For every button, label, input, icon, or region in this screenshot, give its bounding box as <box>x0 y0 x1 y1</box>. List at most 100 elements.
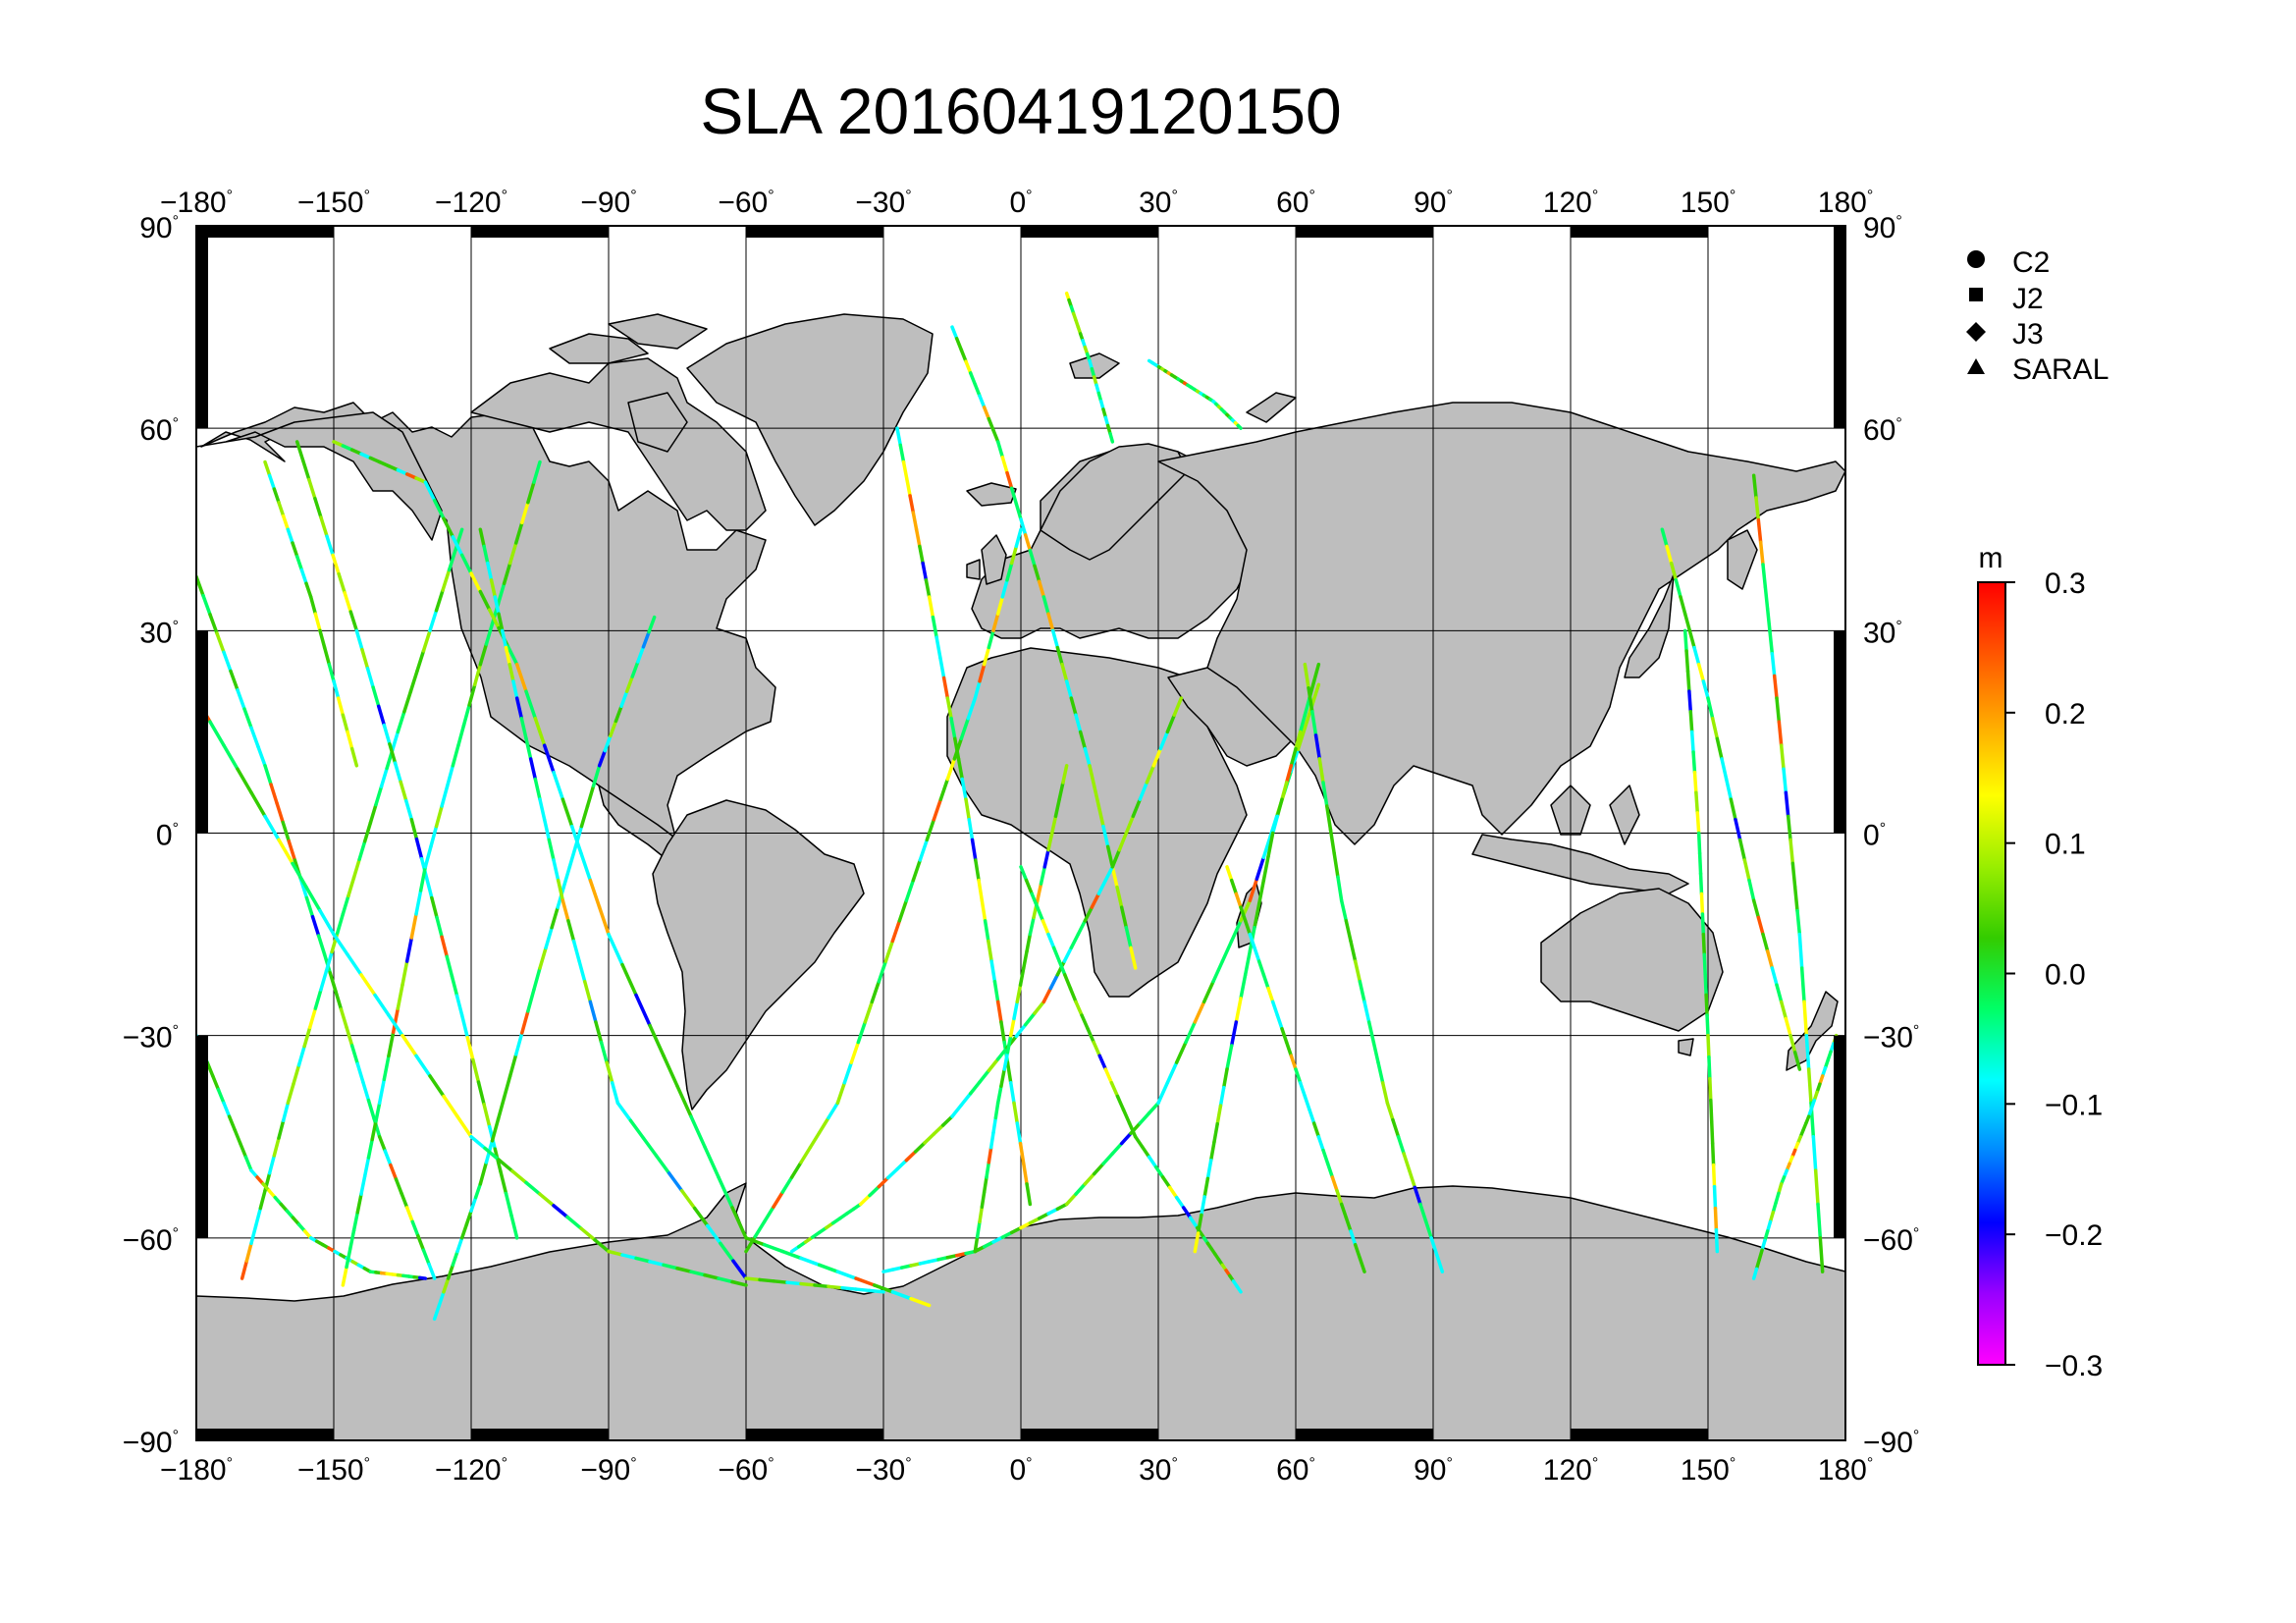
track-segment <box>1339 1202 1349 1219</box>
track-segment <box>304 581 313 599</box>
landmass-alaska <box>196 411 443 541</box>
track-segment <box>1053 797 1061 819</box>
track-segment <box>307 477 317 501</box>
track-segment <box>514 696 524 721</box>
track-segment <box>641 1136 659 1158</box>
track-segment <box>1413 1185 1422 1207</box>
track-segment <box>1014 1022 1028 1039</box>
track-segment <box>641 629 651 649</box>
track-segment <box>1033 564 1041 583</box>
track-segment <box>1117 831 1129 852</box>
track-segment <box>478 642 489 667</box>
track-segment <box>1714 1227 1720 1254</box>
track-segment <box>1014 527 1023 549</box>
track-segment <box>620 1253 638 1261</box>
track-segment <box>1138 1110 1151 1125</box>
track-segment <box>286 1082 295 1106</box>
track-segment <box>599 1040 609 1064</box>
track-segment <box>1816 1202 1823 1240</box>
track-segment <box>451 535 464 558</box>
track-segment <box>528 757 538 782</box>
lat-tick-label: −60° <box>123 1224 179 1257</box>
track-segment <box>914 527 922 549</box>
track-segment <box>1000 455 1009 475</box>
track-segment <box>1763 584 1770 612</box>
track-segment <box>1156 1081 1170 1106</box>
track-segment <box>1218 1085 1226 1108</box>
lon-tick-label: 90° <box>1414 1454 1453 1487</box>
track-segment <box>520 1009 530 1035</box>
track-segment <box>294 554 304 572</box>
track-segment <box>1765 607 1772 633</box>
track-segment <box>263 814 281 842</box>
frame-bars <box>196 226 1845 1440</box>
track-segment <box>1707 1055 1712 1081</box>
track-segment <box>1019 865 1029 883</box>
track-segment <box>222 650 233 674</box>
landmass-kamchatka <box>1727 529 1758 590</box>
track-segment <box>1083 905 1095 923</box>
track-segment <box>267 473 277 491</box>
track-segment <box>379 766 389 788</box>
track-segment <box>983 919 990 944</box>
track-segment <box>472 662 483 687</box>
track-segment <box>959 716 971 741</box>
track-segment <box>607 932 624 967</box>
track-segment <box>423 844 433 869</box>
track-segment <box>504 1191 513 1217</box>
track-segment <box>1311 662 1321 683</box>
track-segment <box>1127 1121 1138 1139</box>
track-segment <box>324 949 334 973</box>
track-segment <box>331 553 341 576</box>
track-segment <box>296 1044 306 1067</box>
track-segment <box>1131 797 1143 819</box>
track-segment <box>349 1044 360 1066</box>
track-segment <box>387 1013 404 1038</box>
track-segment <box>895 1159 909 1171</box>
track-segment <box>347 876 356 898</box>
track-segment <box>359 1173 367 1196</box>
frame-bar-left <box>196 1035 208 1238</box>
track-segment <box>1133 1135 1145 1149</box>
track-segment <box>277 1118 286 1140</box>
track-segment <box>744 1236 767 1247</box>
track-segment <box>1761 932 1770 953</box>
track-segment <box>1025 932 1033 953</box>
track-segment <box>377 1077 387 1106</box>
satellite-track <box>478 527 885 1294</box>
track-segment <box>415 649 426 674</box>
track-segment <box>634 1256 652 1264</box>
track-segment <box>1789 1033 1797 1055</box>
track-segment <box>233 1128 242 1146</box>
track-segment <box>1715 736 1724 761</box>
track-segment <box>399 780 408 803</box>
track-segment <box>630 660 640 678</box>
legend-label-saral: SARAL <box>2012 353 2109 386</box>
lon-tick-label: 90° <box>1414 187 1453 219</box>
track-segment <box>980 1190 987 1209</box>
track-segment <box>1713 1206 1719 1232</box>
track-segment <box>389 1163 399 1181</box>
track-segment <box>679 1188 697 1211</box>
track-segment <box>1309 682 1321 709</box>
colorbar-tick-label: −0.1 <box>2045 1089 2103 1121</box>
track-segment <box>272 1136 281 1158</box>
track-segment <box>1049 814 1058 836</box>
track-segment <box>1385 1101 1395 1122</box>
track-segment <box>467 682 477 707</box>
track-segment <box>332 679 341 700</box>
track-segment <box>430 895 439 920</box>
track-segment <box>451 1249 459 1268</box>
track-segment <box>1008 1081 1016 1106</box>
track-segment <box>1022 1162 1029 1186</box>
track-segment <box>502 561 512 585</box>
legend-marker-circle <box>1967 250 1985 268</box>
track-segment <box>387 1030 396 1058</box>
track-segment <box>1018 966 1026 987</box>
track-segment <box>244 1241 253 1263</box>
track-segment <box>404 936 414 963</box>
track-segment <box>904 1150 918 1163</box>
track-segment <box>1751 898 1761 920</box>
track-segment <box>489 578 498 599</box>
track-segment <box>368 802 378 825</box>
